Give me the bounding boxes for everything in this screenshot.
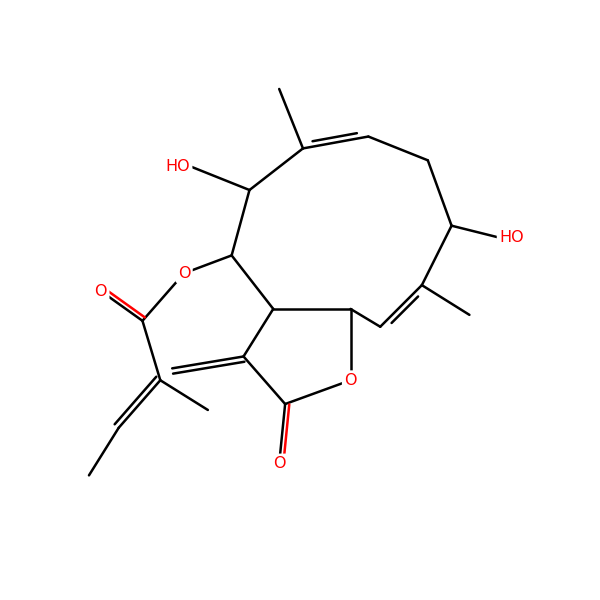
Text: O: O <box>178 266 190 281</box>
Text: HO: HO <box>166 159 190 174</box>
Text: O: O <box>344 373 357 388</box>
Text: HO: HO <box>499 230 524 245</box>
Text: O: O <box>95 284 107 299</box>
Text: O: O <box>273 456 286 471</box>
